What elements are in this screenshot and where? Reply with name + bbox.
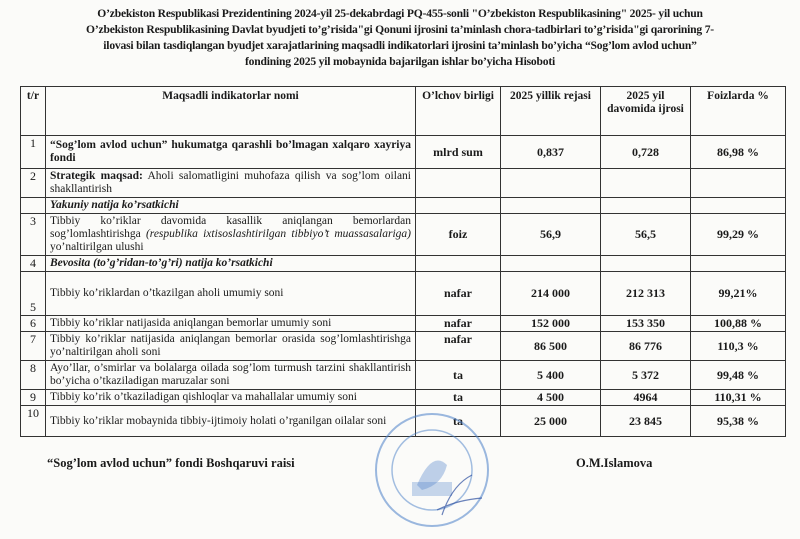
indicator-name: Tibbiy ko’riklardan o’tkazilgan aholi um…: [45, 271, 416, 316]
report-title: O’zbekiston Respublikasi Prezidentining …: [20, 6, 780, 70]
title-line: fondining 2025 yil mobaynida bajarilgan …: [244, 55, 556, 68]
table-row: 10 Tibbiy ko’riklar mobaynida tibbiy-ijt…: [20, 405, 786, 437]
percent: 100,88 %: [690, 315, 786, 332]
percent: 110,3 %: [690, 331, 786, 361]
plan: 214 000: [500, 271, 601, 316]
section-row: 4 Bevosita (to’g’ridan-to’g’ri) natija k…: [20, 255, 786, 272]
plan: 56,9: [500, 213, 601, 256]
actual: [600, 168, 691, 198]
unit: foiz: [415, 213, 501, 256]
indicator-name: Ayo’llar, o’smirlar va bolalarga oilada …: [45, 360, 416, 390]
row-number: 2: [20, 168, 46, 198]
table-header-row: t/r Maqsadli indikatorlar nomi O’lchov b…: [20, 86, 786, 136]
plan: 0,837: [500, 135, 601, 169]
header-cell: 2025 yil davomida ijrosi: [600, 86, 691, 136]
header-cell: Maqsadli indikatorlar nomi: [45, 86, 416, 136]
percent: 110,31 %: [690, 389, 786, 406]
row-number: 10: [20, 405, 46, 437]
strategic-goal-label: Strategik maqsad:: [50, 170, 143, 182]
header-cell: 2025 yillik rejasi: [500, 86, 601, 136]
plan: 152 000: [500, 315, 601, 332]
section-title: Bevosita (to’g’ridan-to’g’ri) natija ko’…: [45, 255, 416, 272]
percent: 86,98 %: [690, 135, 786, 169]
percent: 95,38 %: [690, 405, 786, 437]
actual: 86 776: [600, 331, 691, 361]
title-line: ilovasi bilan tasdiqlangan byudjet xaraj…: [103, 39, 697, 52]
indicator-name: Tibbiy ko’riklar davomida kasallik aniql…: [45, 213, 416, 256]
row-number: 6: [20, 315, 46, 332]
indicator-name: Tibbiy ko’riklar mobaynida tibbiy-ijtimo…: [45, 405, 416, 437]
table-row: 3 Tibbiy ko’riklar davomida kasallik ani…: [20, 213, 786, 256]
plan: 86 500: [500, 331, 601, 361]
indicator-name: Strategik maqsad: Aholi salomatligini mu…: [45, 168, 416, 198]
official-stamp: [375, 413, 489, 527]
actual: 4964: [600, 389, 691, 406]
title-line: O’zbekiston Respublikasining Davlat byud…: [86, 23, 714, 36]
indicator-name: Tibbiy ko’riklar natijasida aniqlangan b…: [45, 315, 416, 332]
plan: 25 000: [500, 405, 601, 437]
percent: [690, 168, 786, 198]
actual: 0,728: [600, 135, 691, 169]
table-row: 6 Tibbiy ko’riklar natijasida aniqlangan…: [20, 315, 786, 332]
actual: 212 313: [600, 271, 691, 316]
percent: 99,48 %: [690, 360, 786, 390]
actual: 5 372: [600, 360, 691, 390]
indicators-table: t/r Maqsadli indikatorlar nomi O’lchov b…: [20, 86, 786, 437]
title-line: O’zbekiston Respublikasi Prezidentining …: [97, 7, 703, 20]
unit: ta: [415, 389, 501, 406]
row-number: 9: [20, 389, 46, 406]
row-number: 8: [20, 360, 46, 390]
plan: 4 500: [500, 389, 601, 406]
table-row: 2 Strategik maqsad: Aholi salomatligini …: [20, 168, 786, 198]
indicator-name: Tibbiy ko’rik o’tkaziladigan qishloqlar …: [45, 389, 416, 406]
unit: mlrd sum: [415, 135, 501, 169]
section-title: Yakuniy natija ko’rsatkichi: [45, 197, 416, 214]
unit: [415, 168, 501, 198]
header-cell: O’lchov birligi: [415, 86, 501, 136]
table-row: 9 Tibbiy ko’rik o’tkaziladigan qishloqla…: [20, 389, 786, 406]
percent: 99,21%: [690, 271, 786, 316]
actual: 56,5: [600, 213, 691, 256]
row-number: 4: [20, 255, 46, 272]
indicator-name: “Sog’lom avlod uchun” hukumatga qarashli…: [45, 135, 416, 169]
unit: nafar: [415, 315, 501, 332]
header-cell: t/r: [20, 86, 46, 136]
table-row: 8 Ayo’llar, o’smirlar va bolalarga oilad…: [20, 360, 786, 390]
table-row: 7 Tibbiy ko’riklar natijasida aniqlangan…: [20, 331, 786, 361]
row-number: 7: [20, 331, 46, 361]
header-cell: Foizlarda %: [690, 86, 786, 136]
row-number: 5: [20, 271, 46, 316]
unit: nafar: [415, 331, 501, 361]
table-row: 1 “Sog’lom avlod uchun” hukumatga qarash…: [20, 135, 786, 169]
unit: nafar: [415, 271, 501, 316]
section-row: Yakuniy natija ko’rsatkichi: [20, 197, 786, 214]
row-number: 1: [20, 135, 46, 169]
table-row: 5 Tibbiy ko’riklardan o’tkazilgan aholi …: [20, 271, 786, 316]
plan: 5 400: [500, 360, 601, 390]
percent: 99,29 %: [690, 213, 786, 256]
actual: 153 350: [600, 315, 691, 332]
plan: [500, 168, 601, 198]
signatory-position: “Sog’lom avlod uchun” fondi Boshqaruvi r…: [47, 456, 295, 470]
strategic-goal-text: Aholi salomatligini muhofaza qilish va s…: [50, 170, 412, 195]
indicator-name: Tibbiy ko’riklar natijasida aniqlangan b…: [45, 331, 416, 361]
signatory-name: O.M.Islamova: [576, 456, 653, 470]
row-number: [20, 197, 46, 214]
unit: ta: [415, 360, 501, 390]
actual: 23 845: [600, 405, 691, 437]
row-number: 3: [20, 213, 46, 256]
